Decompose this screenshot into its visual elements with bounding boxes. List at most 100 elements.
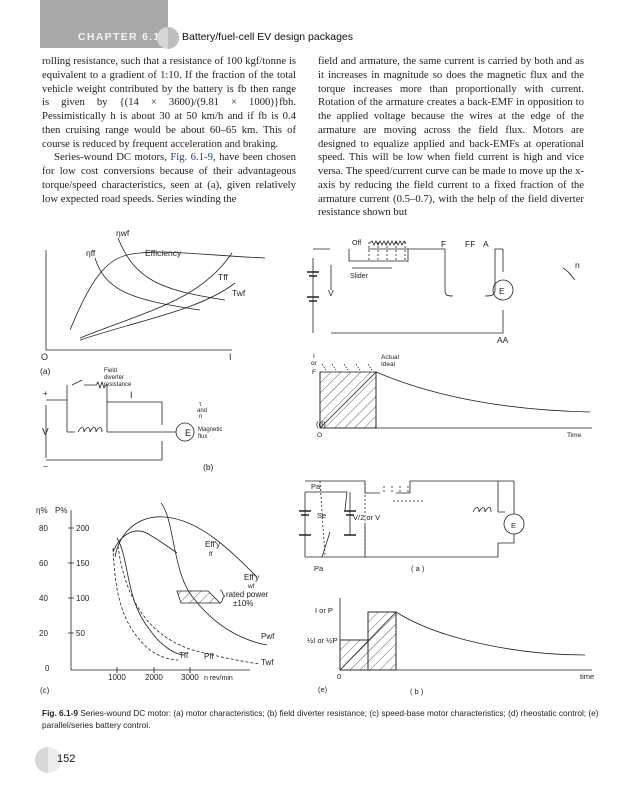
label-ff: FF (465, 239, 475, 249)
label-x-axis: time (580, 672, 594, 681)
label-effy-ff-sub: ff (209, 551, 213, 558)
label-origin: 0 (337, 672, 341, 681)
label-y-or: or (311, 360, 318, 367)
panel-label: (d) (316, 420, 326, 429)
motor-wires (498, 480, 515, 544)
field-coil (472, 507, 492, 513)
label-efficiency: Efficiency (145, 248, 182, 258)
circuit-wires (304, 480, 499, 558)
tick-p: 100 (76, 594, 90, 603)
tick-x: 1000 (108, 673, 126, 682)
tick-x: 2000 (145, 673, 163, 682)
label-effy-wf: Eff'y (244, 573, 259, 582)
label-p-wf: Pwf (261, 632, 275, 641)
figure-caption: Fig. 6.1-9 Series-wound DC motor: (a) mo… (42, 707, 602, 731)
label-p-ff: Pff (204, 652, 214, 661)
label-ideal: Ideal (381, 361, 396, 368)
label-pa-top: Pa (311, 482, 321, 491)
label-n: n (199, 414, 202, 420)
label-resistance: resistance (104, 382, 132, 388)
text: Series-wound DC motors, (54, 151, 171, 164)
battery-icon (307, 271, 319, 302)
label-sub-b: ( b ) (410, 687, 424, 696)
label-y-half: ½I or ½P (307, 636, 337, 645)
axes (68, 510, 250, 673)
paragraph: Series-wound DC motors, Fig. 6.1-9, have… (42, 151, 296, 206)
brace (219, 589, 226, 604)
panel-label: (e) (318, 685, 328, 694)
tick-eta: 20 (39, 629, 48, 638)
figure-link[interactable]: Fig. 6.1-9 (170, 151, 213, 164)
t-ff-curve (79, 252, 233, 339)
label-field: Field (104, 368, 117, 374)
battery-icon (299, 510, 356, 536)
text: , have been chosen for low cost conversi… (42, 151, 296, 205)
motor-icon (492, 279, 514, 301)
rotation-arrow (562, 267, 576, 281)
label-n: n (575, 260, 580, 270)
label-x-axis: Time (567, 432, 582, 439)
right-column: field and armature, the same current is … (318, 55, 584, 220)
t-wf-curve (79, 282, 236, 341)
label-voltage: V (328, 288, 334, 298)
resistor-taps (383, 486, 425, 502)
t-wf-curve (117, 545, 261, 665)
p-ff-curve (116, 537, 186, 656)
tick-p: 150 (76, 559, 90, 568)
label-eta-wf: ηwf (116, 228, 130, 238)
label-off: Off (352, 240, 361, 247)
label-origin: O (41, 352, 48, 362)
actual-steps (321, 363, 373, 371)
caption-label: Fig. 6.1-9 (42, 708, 78, 718)
panel-label: (a) (40, 366, 51, 376)
label-minus: − (43, 462, 48, 471)
label-actual: Actual (381, 354, 400, 361)
label-emf: E (499, 286, 505, 296)
label-current: I (130, 390, 133, 400)
label-magnetic: Magnetic (198, 427, 222, 433)
current-curve (339, 611, 586, 671)
chapter-title: Battery/fuel-cell EV design packages (182, 31, 354, 43)
label-flux: flux (198, 434, 207, 440)
label-y-f: F (312, 369, 316, 376)
label-y: I (313, 353, 315, 360)
panel-c-speed-characteristics: η% P% 80 60 40 20 0 200 150 100 50 1000 … (36, 502, 275, 695)
resistor-taps (368, 242, 406, 261)
label-t-wf: Twf (232, 288, 246, 298)
tick-eta: 80 (39, 524, 48, 533)
paragraph: field and armature, the same current is … (318, 55, 584, 219)
label-and: and (197, 408, 207, 414)
label-y-full: I or P (315, 606, 333, 615)
chapter-header-block (40, 0, 168, 48)
label-x-axis: I (229, 352, 232, 362)
label-rated-tolerance: ±10% (233, 599, 253, 608)
tick-eta: 0 (45, 664, 50, 673)
label-t-ff: Tff (179, 651, 189, 660)
caption-text: Series-wound DC motor: (a) motor charact… (42, 708, 599, 730)
label-effy-wf-sub: wf (247, 583, 255, 590)
effy-ff-curve (112, 530, 178, 554)
t-ff-curve (112, 547, 179, 661)
label-emf: E (511, 521, 516, 530)
tick-p: 200 (76, 524, 90, 533)
rheostat (369, 240, 407, 246)
label-effy-ff: Eff'y (205, 540, 220, 549)
tick-x: 3000 (181, 673, 199, 682)
eta-wf-curve (117, 237, 226, 301)
label-eta: η% (36, 506, 48, 515)
page-number-ornament (35, 747, 61, 773)
tick-p: 50 (76, 629, 85, 638)
label-a: A (483, 239, 489, 249)
label-voltage: V (42, 427, 49, 438)
panel-b-field-diverter: Field diverter resistance I + V − τ and … (42, 368, 222, 472)
panel-label: (b) (203, 462, 214, 472)
label-p: P% (55, 506, 67, 515)
paragraph: rolling resistance, such that a resistan… (42, 55, 296, 150)
panel-d-rheostatic-control: Off Slider V F FF A AA n E I or F Actual… (307, 239, 592, 439)
rated-power-band (176, 590, 221, 604)
chapter-label: CHAPTER 6.1 (78, 31, 161, 43)
left-column: rolling resistance, such that a resistan… (42, 55, 296, 206)
label-x-axis: n rev/min (204, 675, 233, 682)
label-eta-ff: ηff (86, 248, 96, 258)
hatched-area-full (367, 611, 397, 671)
